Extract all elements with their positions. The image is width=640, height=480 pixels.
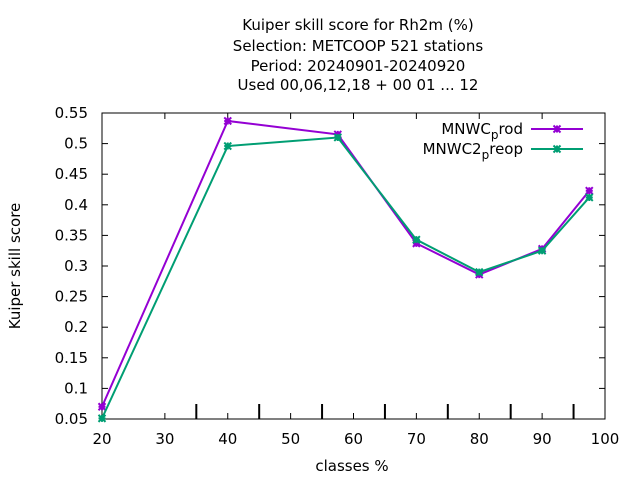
y-tick-label: 0.1 (64, 379, 88, 397)
y-tick-label: 0.2 (64, 318, 88, 336)
series-2-point-dot (539, 248, 545, 253)
legend-marker-2-dot (554, 146, 560, 152)
series-line-2 (101, 136, 591, 419)
series-2-point-dot (587, 195, 592, 200)
x-axis-label: classes % (315, 457, 388, 475)
y-tick-label: 0.35 (55, 226, 88, 244)
x-tick-label: 50 (281, 430, 300, 448)
y-tick-label: 0.25 (55, 288, 88, 306)
x-tick-label: 30 (155, 430, 174, 448)
legend-marker-1-dot (554, 126, 560, 132)
title-line-3: Period: 20240901-20240920 (251, 57, 466, 75)
y-tick-label: 0.45 (55, 165, 88, 183)
series-2-point-dot (99, 416, 105, 421)
series-2-point-dot (414, 237, 419, 242)
title-line-4: Used 00,06,12,18 + 00 01 ... 12 (238, 76, 479, 94)
x-tick-label: 100 (591, 430, 620, 448)
series-1-point-dot (414, 241, 419, 246)
y-tick-label: 0.15 (55, 349, 88, 367)
y-axis: 0.05 0.1 0.15 0.2 0.25 0.3 0.35 0.4 0.45 0.5 0.55 (55, 104, 605, 428)
series-1-point-dot (587, 188, 592, 193)
y-tick-label: 0.5 (64, 135, 88, 153)
y-axis-label: Kuiper skill score (6, 203, 24, 330)
y-tick-label: 0.4 (64, 196, 88, 214)
series-line-1 (101, 119, 591, 408)
y-tick-label: 0.05 (55, 410, 88, 428)
class-marks (195, 404, 575, 419)
x-tick-label: 60 (344, 430, 363, 448)
legend-label-2: MNWC2preop (423, 140, 523, 162)
y-tick-label: 0.3 (64, 257, 88, 275)
series-2-point-dot (335, 135, 340, 140)
x-axis: 20 30 40 50 60 70 80 90 100 (92, 113, 619, 448)
series-group (97, 116, 594, 423)
x-tick-label: 80 (470, 430, 489, 448)
x-tick-label: 90 (533, 430, 552, 448)
chart-title: Kuiper skill score for Rh2m (%) Selectio… (233, 16, 484, 94)
x-tick-label: 40 (218, 430, 237, 448)
y-tick-label: 0.55 (55, 104, 88, 122)
title-line-2: Selection: METCOOP 521 stations (233, 37, 484, 55)
x-tick-label: 20 (92, 430, 111, 448)
title-line-1: Kuiper skill score for Rh2m (%) (242, 16, 474, 34)
x-tick-label: 70 (407, 430, 426, 448)
series-2-point-dot (477, 269, 482, 275)
legend-label-1: MNWCprod (441, 120, 523, 142)
series-1-point-dot (99, 404, 105, 409)
series-2-point-dot (225, 143, 230, 149)
series-1-point-dot (225, 118, 230, 124)
